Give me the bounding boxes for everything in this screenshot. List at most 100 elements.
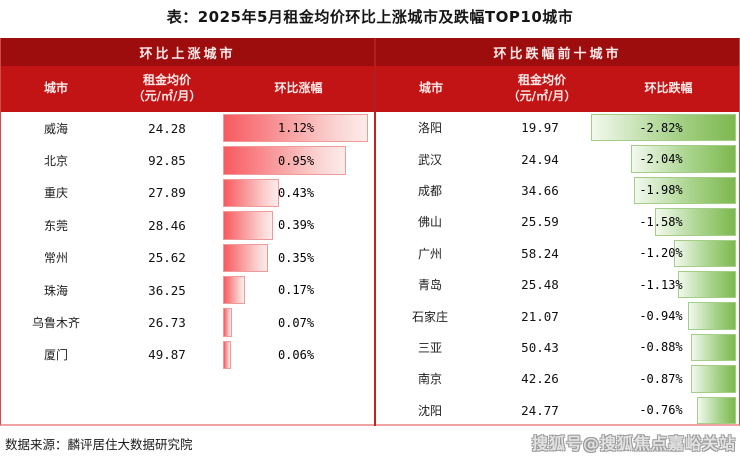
table-row: 成都 34.66 -1.98%	[376, 175, 739, 206]
city-name: 珠海	[43, 283, 68, 298]
change-bar-cell: -0.88%	[596, 332, 739, 363]
table-row: 重庆 27.89 0.43%	[1, 177, 374, 209]
rise-bar	[223, 275, 245, 305]
city-name: 沈阳	[417, 403, 442, 418]
rent-price-value: 28.46	[148, 217, 186, 233]
change-bar-cell: 1.12%	[223, 112, 374, 144]
rent-price-value: 92.85	[148, 153, 186, 169]
col-header-rise-change: 环比涨幅	[274, 81, 323, 96]
col-header-fall-change: 环比跌幅	[644, 81, 693, 96]
city-name: 东莞	[43, 218, 68, 233]
col-header-city: 城市	[43, 81, 68, 96]
rent-price-value: 25.59	[521, 214, 559, 230]
change-bar-cell: -2.04%	[596, 143, 739, 174]
table-row: 北京 92.85 0.95%	[1, 144, 374, 176]
change-percent-label: 0.06%	[277, 347, 315, 362]
column-header-row: 城市 租金均价 （元/㎡/月） 环比涨幅 城市 租金均价 （元/㎡/月） 环比跌…	[1, 66, 739, 112]
change-percent-label: -1.20%	[639, 246, 683, 261]
rent-price-value: 24.28	[148, 120, 186, 136]
city-name: 威海	[43, 121, 68, 136]
city-name: 石家庄	[411, 309, 448, 324]
change-bar-cell: -2.82%	[591, 112, 739, 143]
fall-bar	[634, 176, 736, 205]
change-percent-label: 1.12%	[277, 121, 315, 136]
city-name: 常州	[43, 251, 68, 266]
city-name: 乌鲁木齐	[31, 316, 80, 331]
change-bar-cell: 0.06%	[223, 339, 374, 371]
sohu-watermark: 搜狐号@搜狐焦点嘉峪关站	[531, 434, 736, 453]
rent-price-value: 24.77	[521, 402, 559, 418]
rise-bar	[223, 243, 268, 272]
change-percent-label: -1.58%	[639, 214, 683, 229]
city-name: 广州	[417, 246, 442, 261]
rise-bar	[223, 308, 232, 337]
change-bar-cell: -0.76%	[596, 395, 739, 426]
change-percent-label: -2.04%	[639, 152, 683, 167]
change-bar-cell: 0.17%	[223, 274, 374, 306]
change-bar-cell: -0.94%	[596, 300, 739, 331]
city-name: 佛山	[417, 215, 442, 230]
col-header-price: 租金均价 （元/㎡/月）	[132, 73, 202, 103]
rise-bar	[223, 178, 279, 208]
change-percent-label: -0.76%	[639, 403, 683, 418]
fall-bar	[674, 239, 736, 267]
table-row: 洛阳 19.97 -2.82%	[376, 112, 739, 143]
change-percent-label: 0.39%	[277, 218, 315, 233]
change-percent-label: 0.07%	[277, 315, 315, 330]
table-row: 厦门 49.87 0.06%	[1, 339, 374, 371]
change-bar-cell: 0.07%	[223, 306, 374, 338]
change-bar-cell: -1.98%	[596, 175, 739, 206]
rising-cities-panel: 威海 24.28 1.12% 北京 92.85 0.95% 重庆 27.89 0.43% 东莞 28…	[1, 112, 376, 426]
fall-bar	[688, 302, 736, 330]
column-headers-right: 城市 租金均价 （元/㎡/月） 环比跌幅	[376, 66, 739, 112]
city-name: 重庆	[43, 186, 68, 201]
city-name: 青岛	[417, 278, 442, 293]
table-row: 威海 24.28 1.12%	[1, 112, 374, 144]
change-percent-label: -1.13%	[639, 277, 683, 292]
table-row: 珠海 36.25 0.17%	[1, 274, 374, 306]
city-name: 洛阳	[417, 121, 442, 136]
fall-bar	[691, 365, 736, 393]
fall-bar	[655, 208, 736, 236]
rent-price-value: 42.26	[521, 371, 559, 387]
change-percent-label: 0.35%	[277, 250, 315, 265]
rent-change-table: 环比上涨城市 环比跌幅前十城市 城市 租金均价 （元/㎡/月） 环比涨幅 城市 …	[0, 38, 740, 426]
change-bar-cell: -1.20%	[596, 238, 739, 269]
change-percent-label: -0.94%	[639, 309, 683, 324]
table-row: 常州 25.62 0.35%	[1, 242, 374, 274]
city-name: 北京	[43, 154, 68, 169]
fall-bar	[591, 114, 736, 142]
table-row: 南京 42.26 -0.87%	[376, 363, 739, 394]
rent-price-value: 36.25	[148, 282, 186, 298]
rent-price-value: 25.48	[521, 277, 559, 293]
rent-price-value: 34.66	[521, 182, 559, 198]
rent-price-value: 21.07	[521, 308, 559, 324]
table-row: 青岛 25.48 -1.13%	[376, 269, 739, 300]
change-bar-cell: -1.13%	[596, 269, 739, 300]
rent-price-value: 25.62	[148, 250, 186, 266]
fall-bar	[678, 270, 736, 299]
rise-bar	[223, 340, 231, 370]
rent-price-value: 19.97	[521, 120, 559, 136]
change-bar-cell: -0.87%	[596, 363, 739, 394]
data-source-note: 数据来源：麟评居住大数据研究院	[5, 437, 193, 452]
change-percent-label: 0.17%	[277, 283, 315, 298]
city-name: 武汉	[417, 152, 442, 167]
change-bar-cell: 0.95%	[223, 144, 374, 176]
change-percent-label: 0.95%	[277, 153, 315, 168]
panel-header-falling: 环比跌幅前十城市	[493, 46, 622, 62]
rent-price-value: 26.73	[148, 315, 186, 331]
table-row: 石家庄 21.07 -0.94%	[376, 300, 739, 331]
change-bar-cell: 0.43%	[223, 177, 374, 209]
fall-bar	[697, 396, 736, 424]
change-percent-label: -0.87%	[639, 371, 683, 386]
fall-bar	[691, 333, 736, 362]
table-row: 武汉 24.94 -2.04%	[376, 143, 739, 174]
rent-price-value: 50.43	[521, 339, 559, 355]
rent-price-value: 24.94	[521, 151, 559, 167]
change-bar-cell: 0.39%	[223, 209, 374, 241]
page-title: 表：2025年5月租金均价环比上涨城市及跌幅TOP10城市	[166, 8, 574, 26]
change-percent-label: -2.82%	[639, 120, 683, 135]
table-row: 东莞 28.46 0.39%	[1, 209, 374, 241]
panel-header-rising: 环比上涨城市	[1, 38, 376, 66]
